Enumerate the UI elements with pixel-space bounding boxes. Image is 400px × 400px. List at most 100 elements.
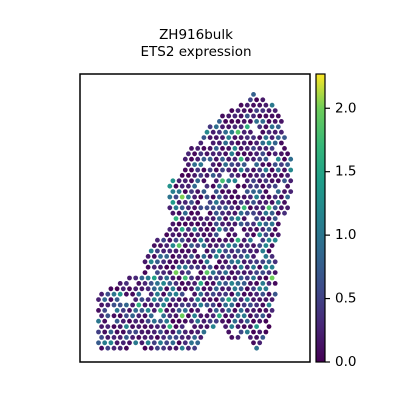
- spot: [207, 286, 213, 292]
- spot: [217, 151, 222, 157]
- spot: [167, 227, 173, 232]
- spot: [167, 248, 173, 254]
- spot: [279, 194, 284, 200]
- spot: [145, 340, 151, 346]
- spot: [266, 216, 272, 222]
- spot: [102, 308, 108, 313]
- spot: [198, 173, 204, 178]
- spot: [204, 313, 210, 319]
- spot: [179, 345, 185, 351]
- spot: [161, 259, 167, 265]
- spot: [201, 264, 207, 270]
- spot: [179, 216, 185, 222]
- spot: [182, 189, 188, 195]
- spot: [254, 119, 259, 124]
- spot: [229, 194, 235, 200]
- spot: [220, 156, 225, 162]
- spot: [217, 119, 222, 124]
- spot: [204, 205, 210, 211]
- spot: [210, 216, 216, 222]
- spot: [272, 140, 278, 146]
- spot: [120, 340, 126, 346]
- spot: [248, 183, 253, 189]
- spot: [238, 146, 244, 151]
- spot: [195, 264, 201, 270]
- spot: [164, 264, 170, 270]
- spot: [263, 135, 269, 141]
- spot: [244, 297, 250, 302]
- spot: [229, 324, 235, 329]
- spot: [195, 167, 201, 173]
- spot: [220, 189, 225, 195]
- spot: [229, 270, 235, 275]
- spot: [288, 189, 294, 195]
- spot: [235, 183, 241, 189]
- spot: [207, 318, 213, 324]
- spot: [201, 286, 207, 292]
- spot: [257, 189, 263, 195]
- spot: [127, 275, 132, 281]
- spot: [120, 318, 126, 324]
- spot: [148, 345, 154, 351]
- spot: [229, 162, 235, 168]
- spot: [248, 335, 253, 340]
- spot: [167, 335, 173, 340]
- spot: [232, 254, 238, 259]
- spot: [254, 335, 259, 340]
- spot: [117, 302, 123, 308]
- spot: [232, 275, 238, 281]
- spot: [272, 119, 278, 124]
- spot: [272, 108, 278, 113]
- spot: [229, 302, 235, 308]
- spot: [158, 254, 163, 259]
- spot: [161, 281, 167, 286]
- spot: [248, 108, 253, 113]
- spot: [99, 291, 104, 297]
- spot: [235, 119, 241, 124]
- spot: [238, 200, 244, 205]
- spot: [186, 302, 191, 308]
- spot: [235, 259, 241, 265]
- spot: [282, 146, 287, 151]
- spot: [251, 210, 256, 216]
- spot: [213, 156, 219, 162]
- spot: [195, 329, 201, 335]
- chart-title-line-2: ETS2 expression: [140, 44, 251, 60]
- spot: [124, 335, 129, 340]
- spot: [241, 302, 247, 308]
- spot: [204, 216, 210, 222]
- spot: [176, 243, 182, 249]
- spot: [220, 135, 225, 141]
- spot: [176, 286, 182, 292]
- spot: [207, 308, 213, 313]
- spot: [220, 297, 225, 302]
- spot: [170, 275, 176, 281]
- spot: [201, 189, 207, 195]
- spot: [257, 264, 263, 270]
- spot: [158, 264, 163, 270]
- spot: [195, 308, 201, 313]
- spot: [105, 345, 111, 351]
- spot: [244, 275, 250, 281]
- spot: [142, 345, 148, 351]
- spot: [176, 200, 182, 205]
- spot: [170, 329, 176, 335]
- spot: [139, 340, 145, 346]
- spot: [229, 151, 235, 157]
- spot: [238, 264, 244, 270]
- spot: [105, 313, 111, 319]
- spot: [195, 318, 201, 324]
- spot: [229, 313, 235, 319]
- spot: [269, 200, 275, 205]
- spot: [170, 264, 176, 270]
- spot: [266, 302, 272, 308]
- spot: [244, 102, 250, 108]
- spot: [260, 259, 266, 265]
- spot: [189, 156, 194, 162]
- spot: [266, 227, 272, 232]
- spot: [96, 329, 101, 335]
- spot: [232, 146, 238, 151]
- spot: [251, 232, 256, 238]
- spot: [192, 324, 198, 329]
- spot: [220, 275, 225, 281]
